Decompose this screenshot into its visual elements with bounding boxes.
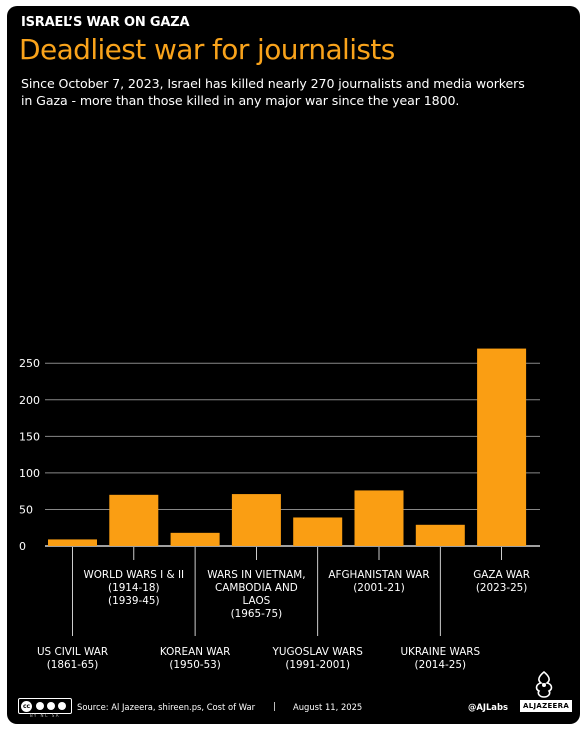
y-tick-label: 200 <box>19 394 40 407</box>
chart-title: Deadliest war for journalists <box>19 33 395 66</box>
category-label: (1939-45) <box>108 595 160 607</box>
category-label: (1914-18) <box>108 582 160 594</box>
category-label: KOREAN WAR <box>160 646 230 658</box>
label-layer: 0 50 100 150 200 250 US CIVIL WAR(1861-65) WORL… <box>19 357 530 671</box>
creative-commons-badge: cc <box>18 698 72 714</box>
category-label: CAMBODIA AND <box>215 582 298 594</box>
category-label: (1965-75) <box>231 608 283 620</box>
bar <box>109 494 159 546</box>
bar <box>477 348 527 546</box>
category-label: (1991-2001) <box>285 659 350 671</box>
cc-icon: cc <box>21 700 32 712</box>
footer: cc BY NC SA Source: Al Jazeera, shireen.… <box>7 670 580 724</box>
category-label: (2001-21) <box>353 582 405 594</box>
bar-layer <box>48 348 527 546</box>
category-label: WORLD WARS I & II <box>83 569 184 581</box>
y-tick-label: 250 <box>19 357 40 370</box>
category-label: LAOS <box>243 595 271 607</box>
social-handle: @AJLabs <box>468 702 508 712</box>
category-label: (2023-25) <box>476 582 528 594</box>
bar <box>354 490 404 546</box>
bar-chart: 0 50 100 150 200 250 US CIVIL WAR(1861-65) WORL… <box>19 348 540 671</box>
y-tick-label: 100 <box>19 467 40 480</box>
chart-subtitle: Since October 7, 2023, Israel has killed… <box>21 75 571 109</box>
subtitle-line-1: Since October 7, 2023, Israel has killed… <box>21 76 525 91</box>
footer-separator: | <box>273 701 276 711</box>
license-icons <box>36 702 66 710</box>
bar <box>231 494 281 546</box>
y-tick-label: 0 <box>19 540 26 553</box>
infographic-card: ISRAEL’S WAR ON GAZA Deadliest war for j… <box>7 6 580 724</box>
source-text: Source: Al Jazeera, shireen.ps, Cost of … <box>77 702 256 712</box>
category-label: WARS IN VIETNAM, <box>207 569 305 581</box>
kicker: ISRAEL’S WAR ON GAZA <box>21 15 190 30</box>
subtitle-line-2: in Gaza - more than those killed in any … <box>21 93 460 108</box>
bar <box>170 532 220 546</box>
category-label: (1950-53) <box>169 659 221 671</box>
y-tick-label: 150 <box>19 430 40 443</box>
by-icon <box>36 702 44 710</box>
category-label: (1861-65) <box>47 659 99 671</box>
bar <box>48 539 97 546</box>
category-label: US CIVIL WAR <box>37 646 108 658</box>
publish-date: August 11, 2025 <box>293 702 363 712</box>
sa-icon <box>58 702 66 710</box>
category-label: YUGOSLAV WARS <box>272 646 364 658</box>
category-label: (2014-25) <box>415 659 467 671</box>
category-label: AFGHANISTAN WAR <box>328 569 429 581</box>
nc-icon <box>47 702 55 710</box>
category-label: GAZA WAR <box>473 569 530 581</box>
al-jazeera-logo-icon <box>535 670 553 698</box>
brand-label: ALJAZEERA <box>520 700 573 712</box>
category-label: UKRAINE WARS <box>400 646 480 658</box>
bar <box>293 517 343 546</box>
bar <box>415 524 465 546</box>
license-label: BY NC SA <box>30 713 60 718</box>
y-tick-label: 50 <box>19 503 33 516</box>
